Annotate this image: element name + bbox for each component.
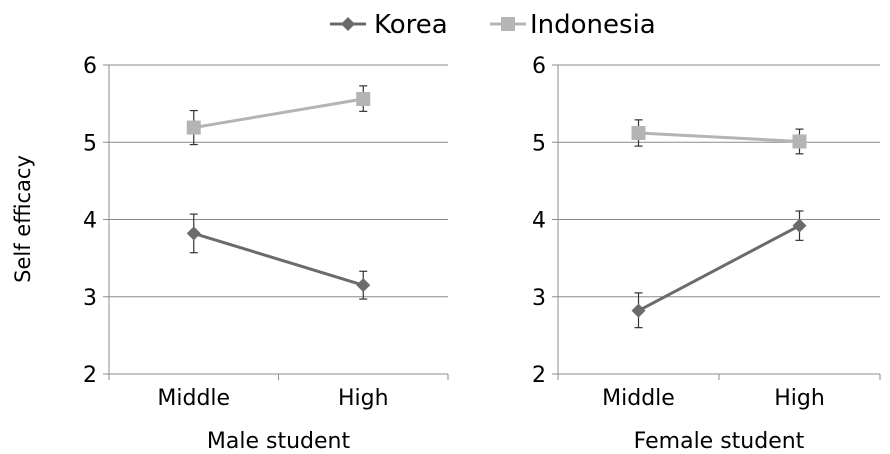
y-tick-label: 3	[83, 286, 97, 311]
y-tick-label: 2	[532, 363, 546, 388]
y-tick-label: 6	[83, 54, 97, 79]
series-line-korea	[637, 224, 801, 312]
y-tick-label: 2	[83, 363, 97, 388]
legend-marker-indonesia	[501, 17, 515, 31]
y-tick-label: 5	[83, 131, 97, 156]
y-tick-label: 4	[532, 209, 546, 234]
series-korea	[186, 213, 371, 300]
legend-marker-korea	[341, 17, 355, 31]
data-point-indonesia	[356, 91, 371, 106]
data-point-korea	[792, 218, 807, 233]
x-tick-label: Middle	[157, 386, 230, 411]
panel-2: 2 3 4 5 6 Middle High Female student	[532, 54, 881, 454]
chart-panels: 2 3 4 5 6 Middle High Male student 2 3 4 5 6 Middle Hi…	[83, 54, 881, 454]
x-axis-label: Female student	[634, 429, 805, 454]
series-line-korea	[193, 231, 364, 287]
y-tick-label: 6	[532, 54, 546, 79]
legend-label-korea: Korea	[374, 10, 448, 40]
x-axis-label: Male student	[207, 429, 351, 454]
y-tick-label: 3	[532, 286, 546, 311]
data-point-korea	[631, 303, 646, 318]
series-line-indonesia	[638, 131, 800, 143]
y-tick-label: 5	[532, 131, 546, 156]
data-point-korea	[356, 278, 371, 293]
data-point-indonesia	[186, 120, 201, 135]
series-indonesia	[186, 85, 371, 146]
legend: Korea Indonesia	[330, 10, 656, 40]
x-tick-label: High	[338, 386, 389, 411]
y-axis-label: Self efficacy	[11, 155, 35, 283]
series-korea	[631, 210, 807, 329]
series-indonesia	[631, 119, 807, 155]
series-line-indonesia	[193, 97, 364, 130]
panel-1: 2 3 4 5 6 Middle High Male student	[83, 54, 449, 454]
x-tick-label: High	[774, 386, 825, 411]
y-tick-label: 4	[83, 209, 97, 234]
x-tick-label: Middle	[602, 386, 675, 411]
legend-label-indonesia: Indonesia	[530, 10, 656, 40]
data-point-indonesia	[792, 134, 807, 149]
data-point-indonesia	[631, 125, 646, 140]
data-point-korea	[186, 226, 201, 241]
